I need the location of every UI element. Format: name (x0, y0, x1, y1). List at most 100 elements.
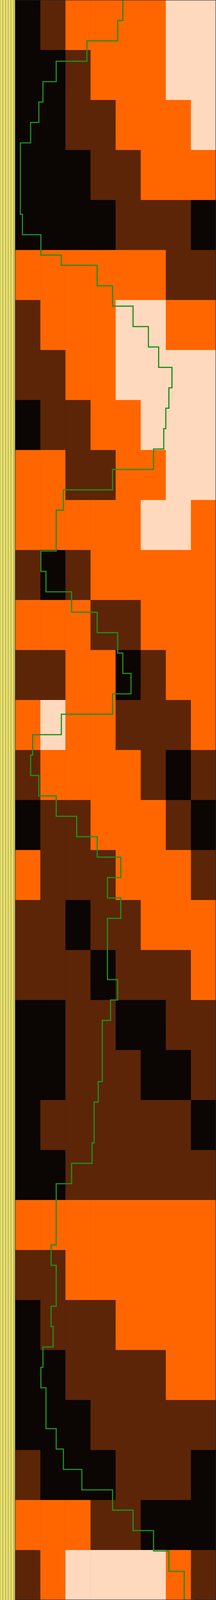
heat-cell (165, 1101, 192, 1153)
heat-cell (90, 751, 116, 802)
heat-cell (140, 1152, 167, 1203)
heat-cell (140, 801, 167, 852)
heat-cell (90, 500, 116, 552)
heat-cell (190, 651, 216, 702)
heat-cell (165, 500, 192, 552)
heat-cell (90, 300, 116, 351)
heat-cell (90, 901, 116, 953)
side-strip (0, 0, 16, 1600)
heat-cell (40, 150, 66, 201)
heat-cell (115, 50, 142, 101)
heat-cell (15, 1202, 41, 1253)
heat-cell (165, 1552, 192, 1600)
heat-cell (65, 751, 91, 802)
heat-cell (115, 1352, 142, 1403)
heat-cell (15, 951, 41, 1003)
heat-cell (40, 1202, 66, 1253)
heat-cell (40, 1352, 66, 1403)
heat-cell (140, 951, 167, 1003)
heat-cell (165, 100, 192, 151)
heat-cell (90, 1552, 116, 1600)
heat-cell (15, 651, 41, 702)
heat-cell (165, 200, 192, 251)
heat-cell (190, 751, 216, 802)
heat-cell (165, 1001, 192, 1053)
heat-cell (65, 1051, 91, 1103)
heat-cell (165, 0, 192, 51)
heat-cell (115, 150, 142, 201)
heat-cell (65, 150, 91, 201)
heat-cell (165, 400, 192, 452)
heat-cell (190, 1302, 216, 1353)
heat-cell (90, 0, 116, 51)
heat-cell (90, 1302, 116, 1353)
heat-cell (140, 50, 167, 101)
heat-cell (165, 550, 192, 602)
heat-cell (165, 1502, 192, 1554)
heat-cell (165, 951, 192, 1003)
heat-cell (15, 1252, 41, 1303)
heat-cell (165, 751, 192, 802)
heat-cell (40, 801, 66, 852)
heat-cell (165, 1252, 192, 1303)
heat-cell (115, 1252, 142, 1303)
heat-cell (40, 50, 66, 101)
heat-cell (190, 0, 216, 51)
heat-cell (165, 1452, 192, 1503)
heat-cell (190, 601, 216, 652)
heat-cell (40, 1402, 66, 1453)
heat-cell (65, 801, 91, 852)
heat-cell (115, 100, 142, 151)
strip-line (11, 0, 13, 1600)
heat-cell (15, 550, 41, 602)
heat-cell (15, 250, 41, 301)
heat-cell (65, 1452, 91, 1503)
heat-cell (190, 300, 216, 351)
heat-cell (140, 400, 167, 452)
plot-area (15, 0, 216, 1600)
heat-cell (165, 350, 192, 402)
heat-cell (190, 1202, 216, 1253)
heat-cell (115, 1051, 142, 1103)
heat-cell (140, 1202, 167, 1253)
heat-cell (140, 1001, 167, 1053)
heat-cell (140, 901, 167, 953)
heat-cell (115, 1502, 142, 1554)
heat-cell (65, 250, 91, 301)
heat-cell (140, 1402, 167, 1453)
strip-bg (0, 0, 16, 1600)
heat-cell (40, 100, 66, 151)
heat-cell (90, 100, 116, 151)
heat-cell (190, 1452, 216, 1503)
heat-cell (90, 350, 116, 402)
heat-cell (165, 1202, 192, 1253)
heat-cell (165, 250, 192, 301)
heat-cell (65, 1202, 91, 1253)
heat-cell (90, 50, 116, 101)
heat-cell (140, 0, 167, 51)
heat-cell (65, 350, 91, 402)
heat-cell (140, 1051, 167, 1103)
heat-cell (90, 1051, 116, 1103)
heat-cell (90, 1152, 116, 1203)
heat-cell (115, 200, 142, 251)
heat-cell (65, 550, 91, 602)
heat-cell (40, 550, 66, 602)
heat-cell (140, 1302, 167, 1353)
strip-line (9, 0, 11, 1600)
heat-cell (115, 951, 142, 1003)
heat-cell (115, 250, 142, 301)
heat-cell (115, 751, 142, 802)
heat-cell (65, 701, 91, 752)
heat-cell (190, 701, 216, 752)
heat-cell (40, 1452, 66, 1503)
heat-cell (115, 1202, 142, 1253)
heat-cell (90, 1202, 116, 1253)
heat-cell (15, 1452, 41, 1503)
heat-cell (40, 1101, 66, 1153)
heat-cell (115, 801, 142, 852)
heat-cell (15, 200, 41, 251)
heat-cell (140, 1452, 167, 1503)
heat-cell (190, 1152, 216, 1203)
heat-cell (140, 1252, 167, 1303)
